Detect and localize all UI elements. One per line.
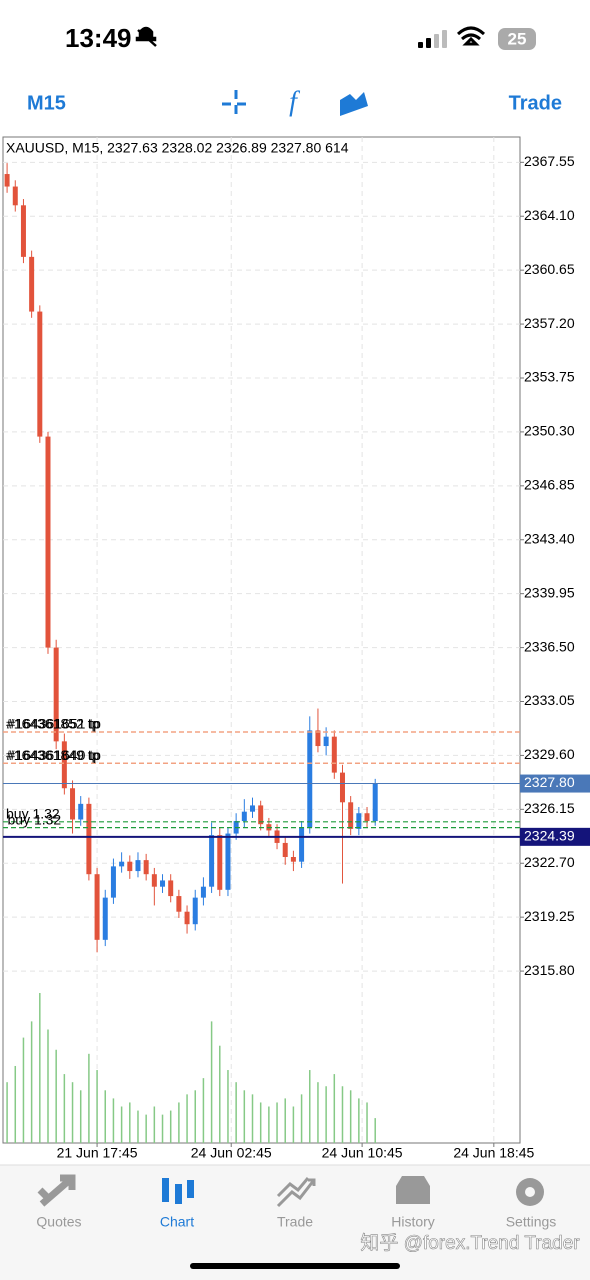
- timeframe-button[interactable]: M15: [27, 92, 66, 114]
- status-time: 13:49: [65, 23, 132, 53]
- y-tick-label: 2346.85: [524, 477, 575, 493]
- chart-title: XAUUSD, M15, 2327.63 2328.02 2326.89 232…: [6, 140, 349, 156]
- candle-body: [282, 842, 288, 858]
- candle-body: [315, 730, 321, 747]
- x-tick-label: 24 Jun 02:45: [191, 1145, 272, 1161]
- y-tick-label: 2319.25: [524, 908, 575, 924]
- candle-body: [250, 805, 256, 812]
- candle-body: [86, 803, 92, 875]
- tab-icons: [37, 1174, 544, 1208]
- crosshair-button[interactable]: [222, 90, 250, 118]
- watermark: 知乎 @forex.Trend Trader: [360, 1232, 580, 1254]
- candle-body: [307, 730, 313, 828]
- y-tick-label: 2364.10: [524, 207, 575, 223]
- y-tick-label: 2353.75: [524, 369, 575, 385]
- trade-button[interactable]: Trade: [509, 92, 562, 114]
- tab-label[interactable]: History: [391, 1214, 435, 1230]
- tab-bar: [0, 1165, 590, 1280]
- mute-icon: [135, 26, 157, 47]
- candle-body: [192, 897, 198, 925]
- candle-body: [61, 741, 67, 789]
- price-marker-label: 2327.80: [524, 774, 575, 790]
- candle-body: [299, 827, 305, 862]
- chart: 2367.55 2364.10 2360.65 2357.20 2353.75 2350.…: [3, 137, 590, 1161]
- candle-body: [372, 783, 378, 822]
- wifi-icon: [456, 26, 486, 46]
- y-tick-label: 2333.05: [524, 692, 575, 708]
- candle-body: [364, 813, 370, 822]
- candle-body: [176, 896, 182, 912]
- y-tick-label: 2367.55: [524, 153, 575, 169]
- candle-body: [217, 835, 223, 890]
- candle-body: [94, 874, 100, 940]
- order-label: #164361651 tp: [8, 716, 102, 732]
- candle-body: [70, 788, 76, 820]
- candle-body: [225, 833, 231, 890]
- x-tick-label: 24 Jun 18:45: [453, 1145, 534, 1161]
- candle-body: [4, 174, 10, 187]
- y-tick-label: 2326.15: [524, 800, 575, 816]
- y-tick-label: 2360.65: [524, 261, 575, 277]
- y-tick-label: 2329.60: [524, 746, 575, 762]
- price-marker-bg: [520, 827, 590, 846]
- price-marker-label: 2324.39: [524, 828, 575, 844]
- tab-label[interactable]: Trade: [277, 1214, 313, 1230]
- objects-button[interactable]: [340, 92, 368, 116]
- candle-body: [78, 803, 84, 820]
- candle-body: [290, 857, 296, 862]
- candle-body: [20, 205, 26, 257]
- candle-body: [241, 811, 247, 822]
- candle-body: [102, 897, 108, 940]
- signal-icon: [418, 30, 447, 48]
- order-label: #164361640 tp: [8, 747, 102, 763]
- order-label: buy 1.32: [6, 806, 60, 822]
- candle-body: [168, 880, 174, 897]
- candle-body: [184, 911, 190, 925]
- x-tick-label: 21 Jun 17:45: [57, 1145, 138, 1161]
- candle-body: [331, 736, 337, 773]
- y-tick-label: 2322.70: [524, 854, 575, 870]
- order-label: #164361852 tp: [6, 716, 100, 732]
- candle-body: [339, 772, 345, 803]
- candle-body: [119, 861, 125, 867]
- price-marker-bg: [520, 774, 590, 793]
- candle-body: [200, 886, 206, 898]
- tab-label[interactable]: Settings: [506, 1214, 557, 1230]
- candle-body: [356, 813, 362, 829]
- candle-body: [29, 256, 35, 312]
- candle-body: [45, 436, 51, 648]
- candle-body: [143, 860, 149, 875]
- order-label: buy 1.32: [8, 811, 62, 827]
- candle-body: [110, 866, 116, 898]
- y-tick-label: 2357.20: [524, 315, 575, 331]
- y-tick-label: 2336.50: [524, 638, 575, 654]
- candle-body: [53, 647, 59, 742]
- y-tick-label: 2343.40: [524, 530, 575, 546]
- home-indicator: [190, 1263, 400, 1269]
- order-label: #164361849 tp: [6, 747, 100, 763]
- candle-body: [37, 311, 43, 437]
- tab-label[interactable]: Quotes: [36, 1214, 81, 1230]
- indicators-button[interactable]: f: [289, 86, 300, 117]
- x-tick-label: 24 Jun 10:45: [322, 1145, 403, 1161]
- y-tick-label: 2350.30: [524, 423, 575, 439]
- battery-level: 25: [508, 29, 527, 48]
- chart-frame: [2, 136, 521, 1144]
- candle-body: [323, 736, 329, 747]
- candle-body: [127, 861, 133, 872]
- candle-body: [348, 802, 354, 829]
- tab-label[interactable]: Chart: [160, 1214, 194, 1230]
- battery-icon: [498, 28, 536, 50]
- y-tick-label: 2339.95: [524, 584, 575, 600]
- candle-body: [151, 874, 157, 887]
- candle-body: [209, 835, 215, 887]
- candle-body: [12, 186, 18, 206]
- candle-body: [258, 805, 264, 825]
- candle-body: [135, 860, 141, 872]
- candle-body: [160, 880, 166, 887]
- y-tick-label: 2315.80: [524, 962, 575, 978]
